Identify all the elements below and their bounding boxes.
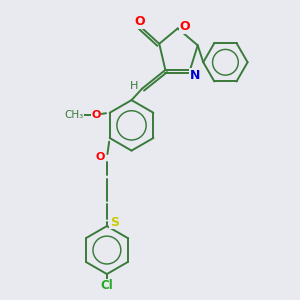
Text: O: O bbox=[95, 152, 105, 162]
Text: Cl: Cl bbox=[100, 279, 113, 292]
Text: CH₃: CH₃ bbox=[64, 110, 84, 120]
Text: O: O bbox=[179, 20, 190, 33]
Text: S: S bbox=[110, 216, 119, 229]
Text: O: O bbox=[92, 110, 101, 120]
Text: H: H bbox=[130, 81, 138, 91]
Text: N: N bbox=[190, 69, 200, 82]
Text: O: O bbox=[134, 15, 145, 28]
